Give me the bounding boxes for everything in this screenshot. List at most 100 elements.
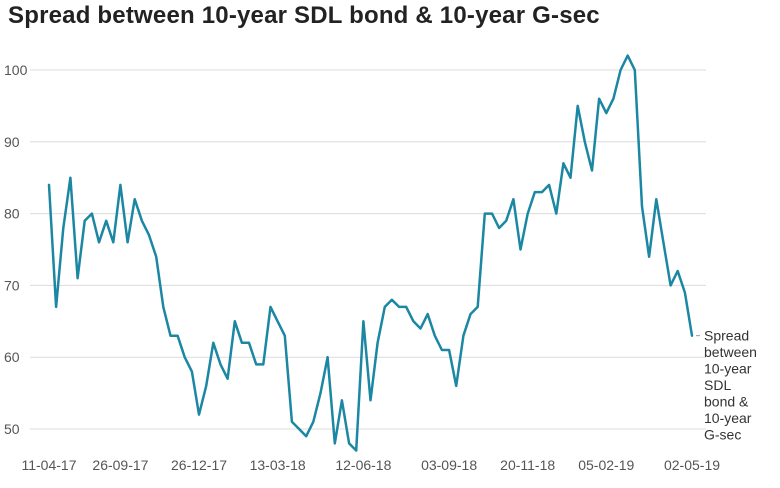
data-point xyxy=(276,320,278,322)
chart-title: Spread between 10-year SDL bond & 10-yea… xyxy=(8,2,600,29)
data-point xyxy=(684,291,686,293)
series-layer xyxy=(47,54,694,452)
data-point xyxy=(226,378,228,380)
data-point xyxy=(169,334,171,336)
y-tick-label: 80 xyxy=(4,206,20,222)
data-point xyxy=(548,184,550,186)
data-point xyxy=(91,212,93,214)
y-tick-label: 70 xyxy=(4,277,20,293)
data-point xyxy=(534,191,536,193)
data-point xyxy=(677,270,679,272)
data-point xyxy=(298,428,300,430)
data-point xyxy=(119,184,121,186)
data-point xyxy=(455,385,457,387)
data-point xyxy=(141,220,143,222)
data-point xyxy=(69,177,71,179)
data-point xyxy=(484,212,486,214)
data-point xyxy=(448,349,450,351)
data-point xyxy=(691,334,693,336)
data-point xyxy=(498,227,500,229)
data-point xyxy=(476,306,478,308)
data-point xyxy=(284,334,286,336)
data-point xyxy=(648,255,650,257)
x-tick-label: 12-06-18 xyxy=(335,457,391,473)
data-point xyxy=(512,198,514,200)
x-axis-ticks: 11-04-17 26-09-17 26-12-17 13-03-18 12-06-18… xyxy=(21,457,720,473)
data-point xyxy=(255,363,257,365)
data-point xyxy=(341,399,343,401)
y-tick-label: 60 xyxy=(4,349,20,365)
data-point xyxy=(348,442,350,444)
data-point xyxy=(184,356,186,358)
data-point xyxy=(134,198,136,200)
gridlines xyxy=(30,69,706,430)
data-point xyxy=(591,169,593,171)
data-point xyxy=(598,98,600,100)
data-point xyxy=(669,284,671,286)
data-point xyxy=(62,227,64,229)
data-point xyxy=(362,320,364,322)
data-point xyxy=(205,385,207,387)
data-point xyxy=(305,435,307,437)
x-tick-label: 02-05-19 xyxy=(664,457,720,473)
data-point xyxy=(334,442,336,444)
series-line xyxy=(47,54,694,452)
data-point xyxy=(148,234,150,236)
y-tick-label: 50 xyxy=(4,421,20,437)
data-point xyxy=(98,241,100,243)
x-tick-label: 26-12-17 xyxy=(171,457,227,473)
x-tick-label: 13-03-18 xyxy=(250,457,306,473)
data-point xyxy=(191,370,193,372)
data-point xyxy=(376,342,378,344)
data-point xyxy=(212,342,214,344)
data-point xyxy=(562,162,564,164)
data-point xyxy=(262,363,264,365)
data-point xyxy=(391,299,393,301)
data-point xyxy=(219,363,221,365)
data-point xyxy=(612,98,614,100)
data-point xyxy=(526,212,528,214)
data-point xyxy=(519,248,521,250)
x-tick-label: 03-09-18 xyxy=(421,457,477,473)
data-point xyxy=(126,241,128,243)
data-point xyxy=(619,69,621,71)
data-point xyxy=(369,399,371,401)
data-point xyxy=(291,421,293,423)
data-point xyxy=(469,313,471,315)
data-point xyxy=(248,342,250,344)
data-point xyxy=(569,177,571,179)
data-point xyxy=(555,212,557,214)
data-point xyxy=(105,220,107,222)
data-point xyxy=(48,184,50,186)
data-point xyxy=(84,220,86,222)
data-point xyxy=(505,220,507,222)
data-point xyxy=(662,241,664,243)
data-point xyxy=(405,306,407,308)
x-tick-label: 20-11-18 xyxy=(500,457,555,473)
data-point xyxy=(634,69,636,71)
data-point xyxy=(176,334,178,336)
data-point xyxy=(155,255,157,257)
y-axis-ticks: 50 60 70 80 90 100 xyxy=(4,62,28,437)
series-label: Spread between 10-year SDL bond & 10-year G-se… xyxy=(704,328,757,443)
data-point xyxy=(605,112,607,114)
data-point xyxy=(112,241,114,243)
data-point xyxy=(584,141,586,143)
x-tick-label: 05-02-19 xyxy=(578,457,634,473)
data-point xyxy=(419,327,421,329)
data-point xyxy=(655,198,657,200)
data-point xyxy=(319,392,321,394)
y-tick-label: 90 xyxy=(4,134,20,150)
data-point xyxy=(355,449,357,451)
data-point xyxy=(241,342,243,344)
data-point xyxy=(198,413,200,415)
data-point xyxy=(434,334,436,336)
data-point xyxy=(312,421,314,423)
data-point xyxy=(412,320,414,322)
x-tick-label: 11-04-17 xyxy=(21,457,76,473)
data-point xyxy=(398,306,400,308)
y-tick-label: 100 xyxy=(4,62,28,78)
data-point xyxy=(162,306,164,308)
data-point xyxy=(541,191,543,193)
